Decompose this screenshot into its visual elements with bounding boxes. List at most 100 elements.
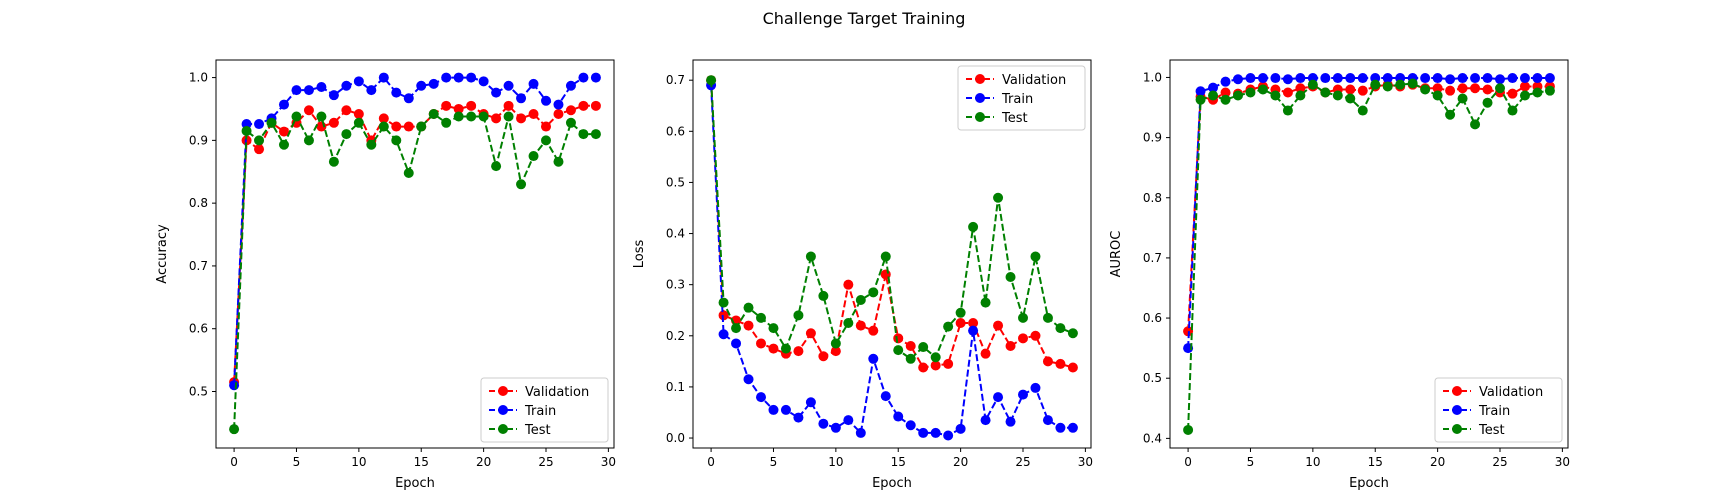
data-point — [1382, 81, 1393, 92]
data-point — [918, 427, 929, 438]
axes-frame — [1169, 59, 1569, 449]
data-point — [1282, 87, 1293, 98]
data-point — [1357, 105, 1368, 116]
data-point — [1042, 312, 1053, 323]
data-point — [590, 100, 601, 111]
data-point — [366, 139, 377, 150]
legend-entry: Validation — [966, 73, 1066, 88]
x-tick-label: 30 — [1078, 455, 1093, 469]
data-point — [1470, 83, 1481, 94]
data-point — [743, 320, 754, 331]
data-point — [1055, 323, 1066, 334]
legend-marker — [1452, 386, 1462, 396]
legend-label: Validation — [525, 385, 589, 400]
legend-label: Test — [524, 423, 551, 438]
data-point — [718, 329, 729, 340]
legend-marker — [975, 112, 985, 122]
data-point — [1232, 90, 1243, 101]
legend-entry: Train — [966, 92, 1033, 107]
data-point — [1407, 78, 1418, 89]
legend-marker — [975, 93, 985, 103]
legend-label: Validation — [1479, 385, 1543, 400]
x-tick-label: 10 — [1305, 455, 1320, 469]
data-point — [453, 103, 464, 114]
legend: Validation Train Test — [480, 377, 609, 443]
data-point — [1320, 73, 1331, 84]
data-point — [466, 100, 477, 111]
data-point — [868, 287, 879, 298]
y-tick-label: 0.5 — [1143, 371, 1162, 385]
series-test — [706, 75, 1078, 364]
legend-marker — [1452, 405, 1462, 415]
data-point — [1345, 84, 1356, 95]
x-tick-label: 5 — [293, 455, 301, 469]
data-point — [855, 320, 866, 331]
data-point — [541, 95, 552, 106]
legend-box — [957, 65, 1086, 131]
series-test — [1183, 78, 1555, 435]
legend-entry: Test — [1443, 423, 1505, 438]
data-point — [254, 119, 265, 130]
data-point — [955, 318, 966, 329]
data-point — [491, 87, 502, 98]
data-point — [528, 151, 539, 162]
x-tick-label: 20 — [476, 455, 491, 469]
data-point — [868, 353, 879, 364]
data-point — [503, 111, 514, 122]
x-axis-label: Epoch — [395, 476, 435, 491]
data-point — [528, 108, 539, 119]
data-point — [843, 318, 854, 329]
legend-label: Train — [1478, 404, 1510, 419]
data-point — [428, 108, 439, 119]
data-point — [918, 342, 929, 353]
data-point — [353, 76, 364, 87]
data-point — [291, 111, 302, 122]
data-point — [316, 81, 327, 92]
data-point — [830, 338, 841, 349]
data-point — [503, 100, 514, 111]
data-point — [943, 358, 954, 369]
y-tick-label: 0.1 — [666, 380, 685, 394]
data-point — [1495, 83, 1506, 94]
y-tick-label: 0.6 — [666, 124, 685, 138]
data-point — [553, 108, 564, 119]
x-tick-label: 15 — [414, 455, 429, 469]
y-tick-label: 0.2 — [666, 329, 685, 343]
data-point — [993, 320, 1004, 331]
x-tick-label: 30 — [601, 455, 616, 469]
data-point — [1519, 90, 1530, 101]
data-point — [1282, 74, 1293, 85]
series-test — [229, 108, 601, 435]
legend-label: Train — [524, 404, 556, 419]
chart-auroc: 0 5 10 15 20 25 30 0.4 0.5 0.6 0.7 0.8 0.9 1.0 Epoch AU… — [1109, 59, 1570, 491]
data-point — [1282, 105, 1293, 116]
data-point — [780, 404, 791, 415]
x-tick-label: 0 — [1184, 455, 1192, 469]
data-point — [1030, 382, 1041, 393]
y-tick-label: 0.7 — [189, 259, 208, 273]
data-point — [943, 321, 954, 332]
data-point — [1295, 90, 1306, 101]
data-point — [565, 80, 576, 91]
data-point — [1295, 73, 1306, 84]
y-tick-label: 0.9 — [1143, 131, 1162, 145]
data-point — [491, 113, 502, 124]
data-point — [1332, 73, 1343, 84]
chart-loss: 0 5 10 15 20 25 30 0.0 0.1 0.2 0.3 0.4 0.5 0.6 0.7 Epoc… — [632, 59, 1093, 491]
data-point — [478, 111, 489, 122]
axes-frame — [215, 59, 615, 449]
legend-label: Train — [1001, 92, 1033, 107]
data-point — [1532, 87, 1543, 98]
y-tick-label: 0.5 — [189, 384, 208, 398]
legend-label: Test — [1478, 423, 1505, 438]
data-point — [590, 129, 601, 140]
series-validation — [229, 100, 601, 388]
x-tick-label: 25 — [1492, 455, 1507, 469]
data-point — [943, 430, 954, 441]
x-axis-label: Epoch — [1349, 476, 1389, 491]
data-point — [1532, 73, 1543, 84]
data-point — [1245, 87, 1256, 98]
data-point — [565, 117, 576, 128]
data-point — [1320, 87, 1331, 98]
x-tick-label: 30 — [1555, 455, 1570, 469]
